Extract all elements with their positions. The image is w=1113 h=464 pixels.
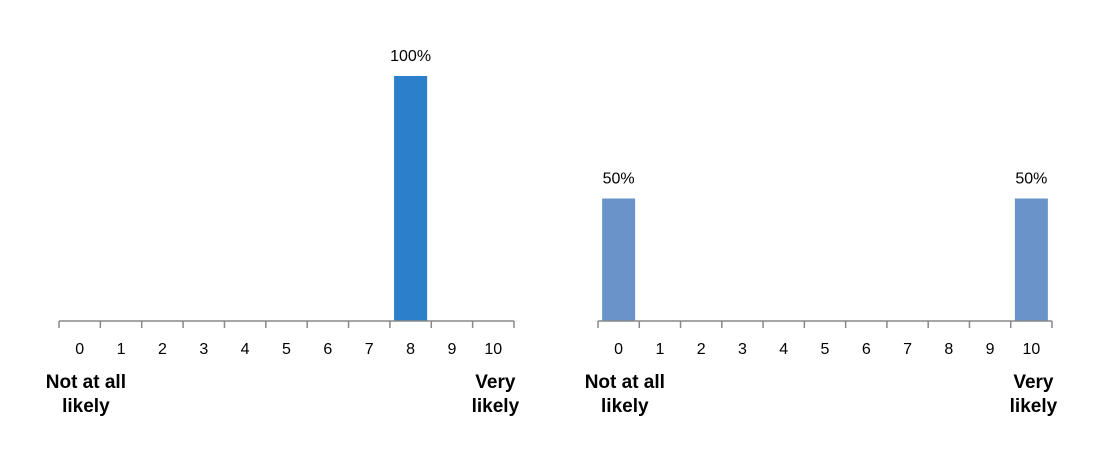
x-tick-label: 0 [75,341,84,358]
x-tick-label: 4 [779,341,788,358]
x-tick-label: 2 [158,341,167,358]
x-tick-label: 0 [614,341,623,358]
x-tick-label: 4 [241,341,250,358]
bar [1014,198,1048,321]
x-tick-label: 9 [986,341,995,358]
value-label: 50% [1015,171,1047,188]
x-tick-label: 1 [655,341,664,358]
axis-annotation: Not at all likely [45,372,126,417]
x-tick-label: 1 [117,341,126,358]
x-tick-label: 2 [697,341,706,358]
x-tick-label: 6 [323,341,332,358]
x-tick-label: 6 [862,341,871,358]
x-tick-label: 8 [944,341,953,358]
x-tick-label: 10 [1022,341,1040,358]
axis-annotation: Not at all likely [584,372,665,417]
bar [602,198,636,321]
x-tick-label: 9 [448,341,457,358]
x-tick-label: 8 [406,341,415,358]
x-tick-label: 7 [365,341,374,358]
x-tick-label: 10 [484,341,502,358]
x-tick-label: 7 [903,341,912,358]
x-tick-label: 5 [821,341,830,358]
x-tick-label: 5 [282,341,291,358]
axis-annotation: Very likely [471,372,520,417]
x-tick-label: 3 [199,341,208,358]
axis-annotation: Very likely [1009,372,1058,417]
value-label: 100% [390,48,431,65]
bar [394,76,428,321]
x-tick-label: 3 [738,341,747,358]
value-label: 50% [603,171,635,188]
